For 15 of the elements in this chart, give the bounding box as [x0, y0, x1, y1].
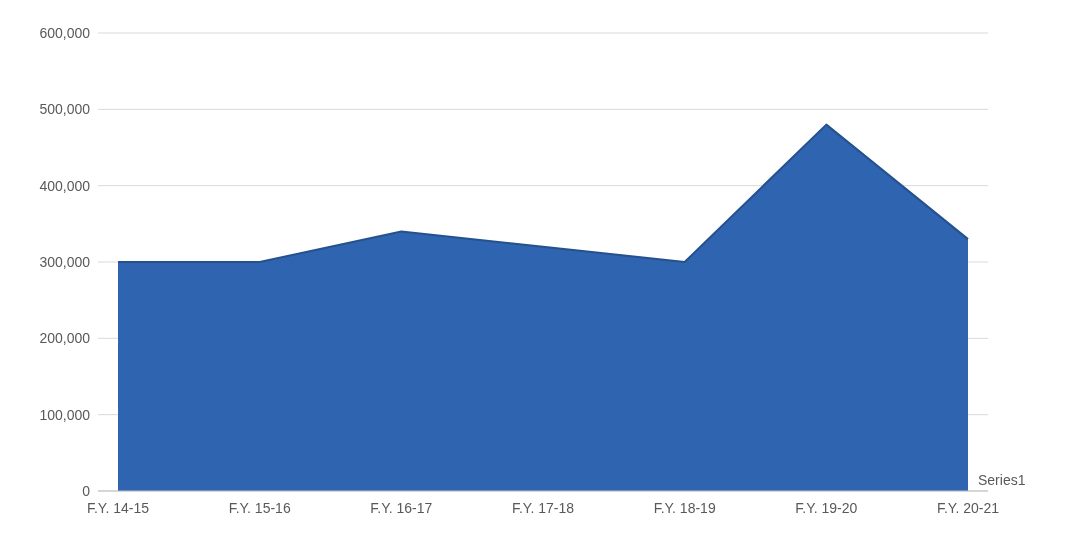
- y-tick-label: 0: [82, 483, 91, 499]
- x-tick-label: F.Y. 16-17: [370, 500, 433, 516]
- x-tick-label: F.Y. 17-18: [511, 500, 575, 516]
- y-tick-label: 600,000: [39, 25, 91, 41]
- y-tick-label: 100,000: [39, 406, 91, 423]
- x-tick-label: F.Y. 20-21: [936, 500, 1000, 516]
- x-tick-label: F.Y. 19-20: [795, 500, 858, 516]
- y-tick-label: 400,000: [39, 177, 91, 194]
- y-tick-label: 300,000: [39, 254, 91, 270]
- x-tick-label: F.Y. 15-16: [228, 500, 291, 516]
- y-tick-label: 200,000: [39, 330, 91, 347]
- y-tick-label: 500,000: [39, 101, 91, 118]
- x-tick-label: F.Y. 14-15: [86, 500, 150, 516]
- x-tick-label: F.Y. 18-19: [653, 500, 716, 516]
- series-label: Series1: [978, 472, 1026, 488]
